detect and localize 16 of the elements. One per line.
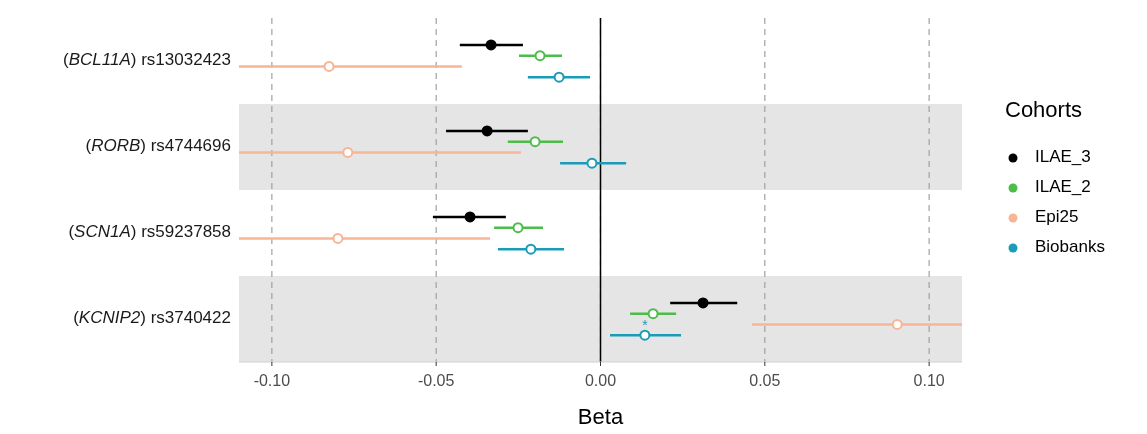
annotation: * <box>642 317 649 334</box>
x-axis-title: Beta <box>577 404 624 429</box>
legend-label: Biobanks <box>1035 237 1105 257</box>
x-tick-label: -0.10 <box>253 372 291 389</box>
x-tick-label: 0.05 <box>749 372 781 389</box>
x-tick-label: -0.05 <box>417 372 455 389</box>
y-tick-label: (KCNIP2) rs3740422 <box>73 308 231 328</box>
y-tick-label: (SCN1A) rs59237858 <box>68 222 231 242</box>
legend-label: Epi25 <box>1035 207 1079 227</box>
legend-title: Cohorts <box>1005 97 1083 122</box>
legend-label: ILAE_3 <box>1035 147 1091 167</box>
x-tick-label: 0.10 <box>913 372 945 389</box>
legend-label: ILAE_2 <box>1035 177 1091 197</box>
y-tick-label: (RORB) rs4744696 <box>85 136 231 156</box>
y-tick-label: (BCL11A) rs13032423 <box>63 50 231 70</box>
x-tick-label: 0.00 <box>584 372 617 389</box>
